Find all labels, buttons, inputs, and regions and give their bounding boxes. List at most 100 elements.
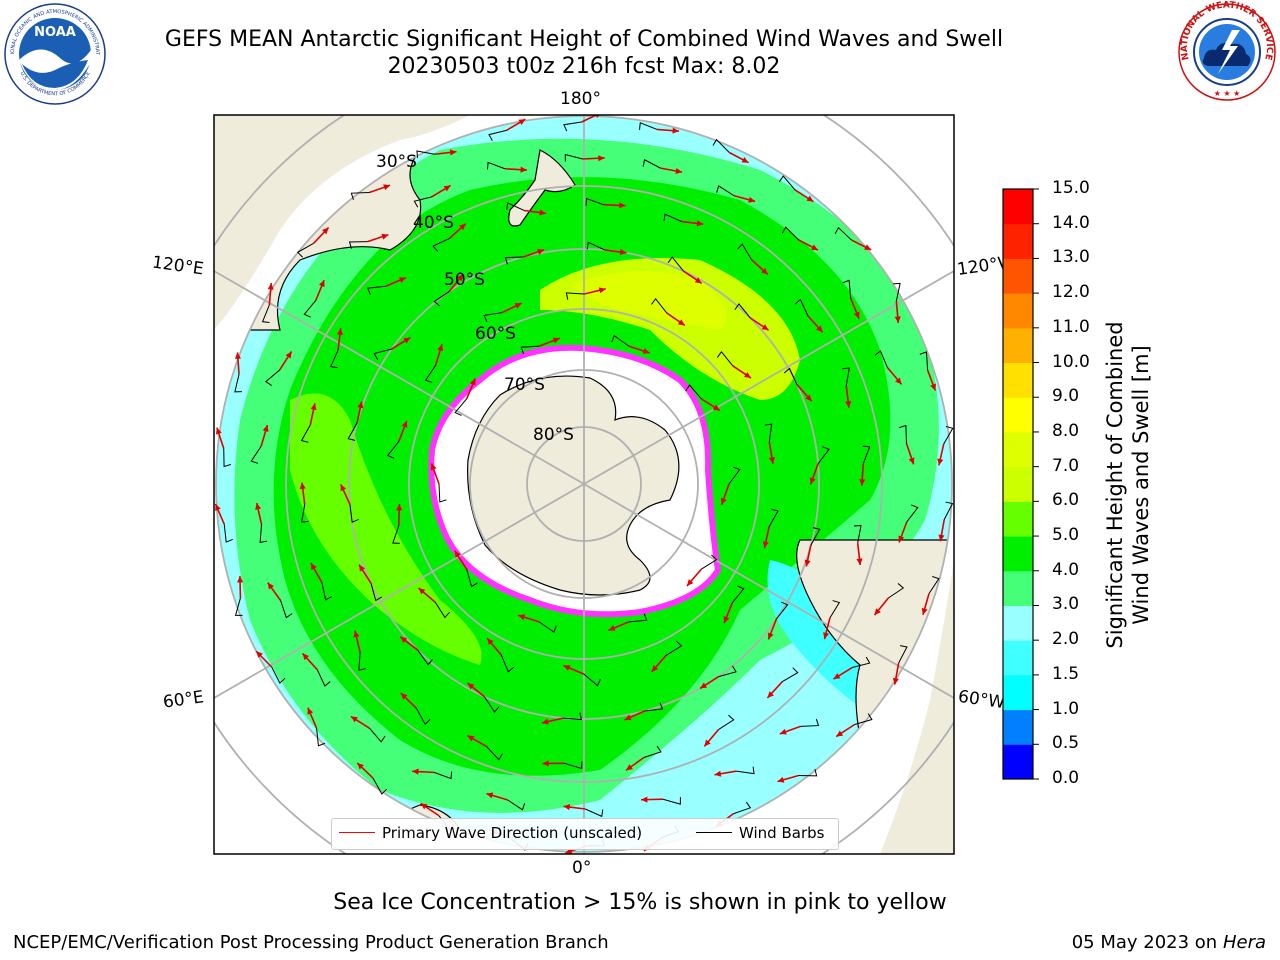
wave-direction-arrowhead <box>921 607 928 615</box>
wave-direction-arrowhead <box>809 477 816 485</box>
wind-barb <box>500 654 515 673</box>
wind-barb <box>586 241 605 251</box>
wind-barb <box>424 365 437 383</box>
wind-barb <box>358 652 366 671</box>
lon-label-0: 0° <box>572 858 592 878</box>
svg-text:NOAA: NOAA <box>34 25 76 40</box>
wave-direction-arrowhead <box>642 348 650 354</box>
wind-barb <box>350 192 370 200</box>
colorbar-tick-label: 1.0 <box>1052 698 1080 719</box>
wind-barb <box>628 613 648 623</box>
wind-barb <box>564 153 583 162</box>
colorbar-segment <box>1003 501 1033 537</box>
wind-barb <box>906 504 919 523</box>
wave-direction-arrowhead <box>767 691 774 698</box>
wave-direction-arrowhead <box>400 636 408 643</box>
wave-direction-arrowhead <box>853 311 860 319</box>
colorbar-segment <box>1003 744 1033 780</box>
legend-label-wave-direction: Primary Wave Direction (unscaled) <box>382 824 643 842</box>
wind-barb <box>250 445 262 464</box>
wind-barb <box>486 746 503 761</box>
wind-barb <box>223 524 233 543</box>
wind-barb <box>853 524 862 544</box>
wave-direction-arrowhead <box>892 677 899 685</box>
wind-barb <box>585 197 604 206</box>
wind-barb <box>392 525 400 544</box>
wave-direction-arrowhead <box>779 728 787 735</box>
wind-barb <box>506 202 525 211</box>
colorbar-tick-label: 9.0 <box>1052 386 1080 407</box>
wind-barb <box>663 213 682 222</box>
wave-direction-arrowhead <box>619 202 626 209</box>
wave-direction-arrowhead <box>626 764 633 771</box>
wind-barb <box>639 122 658 130</box>
wind-barb <box>736 766 755 775</box>
wave-direction-arrowhead <box>430 463 437 471</box>
wave-direction-arrowhead <box>598 287 606 294</box>
wave-direction-arrowhead <box>874 608 881 616</box>
wind-barb <box>893 282 901 302</box>
wind-barb <box>416 150 435 158</box>
wind-barb <box>888 583 905 599</box>
wave-direction-arrowhead <box>381 233 389 240</box>
wave-direction-arrowhead <box>723 616 730 624</box>
colorbar-segment <box>1003 466 1033 502</box>
svg-text:★ ★ ★: ★ ★ ★ <box>1214 89 1241 98</box>
wave-direction-arrowhead <box>459 223 466 231</box>
wind-barb <box>778 175 796 191</box>
wave-direction-arrowhead <box>908 457 915 465</box>
wave-direction-arrowhead <box>675 167 683 174</box>
colorbar-tick-label: 7.0 <box>1052 455 1080 476</box>
wind-barb <box>563 121 582 132</box>
wind-barb <box>842 279 852 299</box>
wind-barb <box>718 714 735 730</box>
wind-barb <box>538 621 557 633</box>
wave-direction-arrowhead <box>437 344 444 352</box>
wave-direction-arrowhead <box>234 352 241 359</box>
wave-direction-arrowhead <box>836 730 844 737</box>
colorbar-segment <box>1003 605 1033 641</box>
wind-barb <box>919 351 929 370</box>
wave-direction-arrowhead <box>267 582 274 590</box>
wind-barb <box>712 138 730 153</box>
wave-direction-arrowhead <box>215 503 221 511</box>
wind-barb <box>665 640 683 656</box>
wind-barb <box>466 569 478 588</box>
wind-barb <box>373 348 392 360</box>
wave-direction-arrowhead <box>777 776 785 783</box>
wind-barb <box>484 696 500 713</box>
wave-field-yellow-green <box>290 393 482 665</box>
lat-label-70s: 70°S <box>504 375 545 395</box>
wave-direction-arrowhead <box>748 196 756 203</box>
wave-direction-arrowhead <box>340 484 347 492</box>
lat-label-30s: 30°S <box>376 152 417 172</box>
wave-direction-arrowhead <box>930 383 936 391</box>
wind-barb <box>842 367 850 386</box>
wind-barb <box>662 797 681 805</box>
wave-direction-arrowhead <box>255 503 262 510</box>
wind-barb <box>899 424 907 444</box>
wind-barb <box>764 423 773 443</box>
wave-direction-arrowhead <box>937 458 944 466</box>
wave-direction-arrowhead <box>619 248 627 256</box>
wave-direction-arrowhead <box>845 400 852 408</box>
wave-direction-arrowhead <box>357 762 364 770</box>
wave-direction-arrowhead <box>518 119 526 126</box>
wave-direction-arrowhead <box>864 244 872 250</box>
colorbar-label: Significant Height of Combined Wind Wave… <box>1103 321 1153 649</box>
wind-barb <box>943 426 954 445</box>
footer-date: 05 May 2023 on Hera <box>1071 932 1266 953</box>
wind-barb <box>667 256 684 272</box>
colorbar-tick-label: 6.0 <box>1052 490 1080 511</box>
wind-barb <box>329 349 339 369</box>
colorbar-tick-label: 4.0 <box>1052 559 1080 580</box>
wave-direction-arrowhead <box>487 638 494 645</box>
wind-barb <box>898 645 908 664</box>
wave-direction-arrowhead <box>608 625 616 631</box>
map-legend: Primary Wave Direction (unscaled) Wind B… <box>331 818 839 850</box>
wave-direction-arrowhead <box>761 267 768 275</box>
wave-direction-arrow <box>581 115 599 123</box>
wave-direction-arrowhead <box>552 337 560 344</box>
wave-direction-arrowhead <box>816 325 823 333</box>
